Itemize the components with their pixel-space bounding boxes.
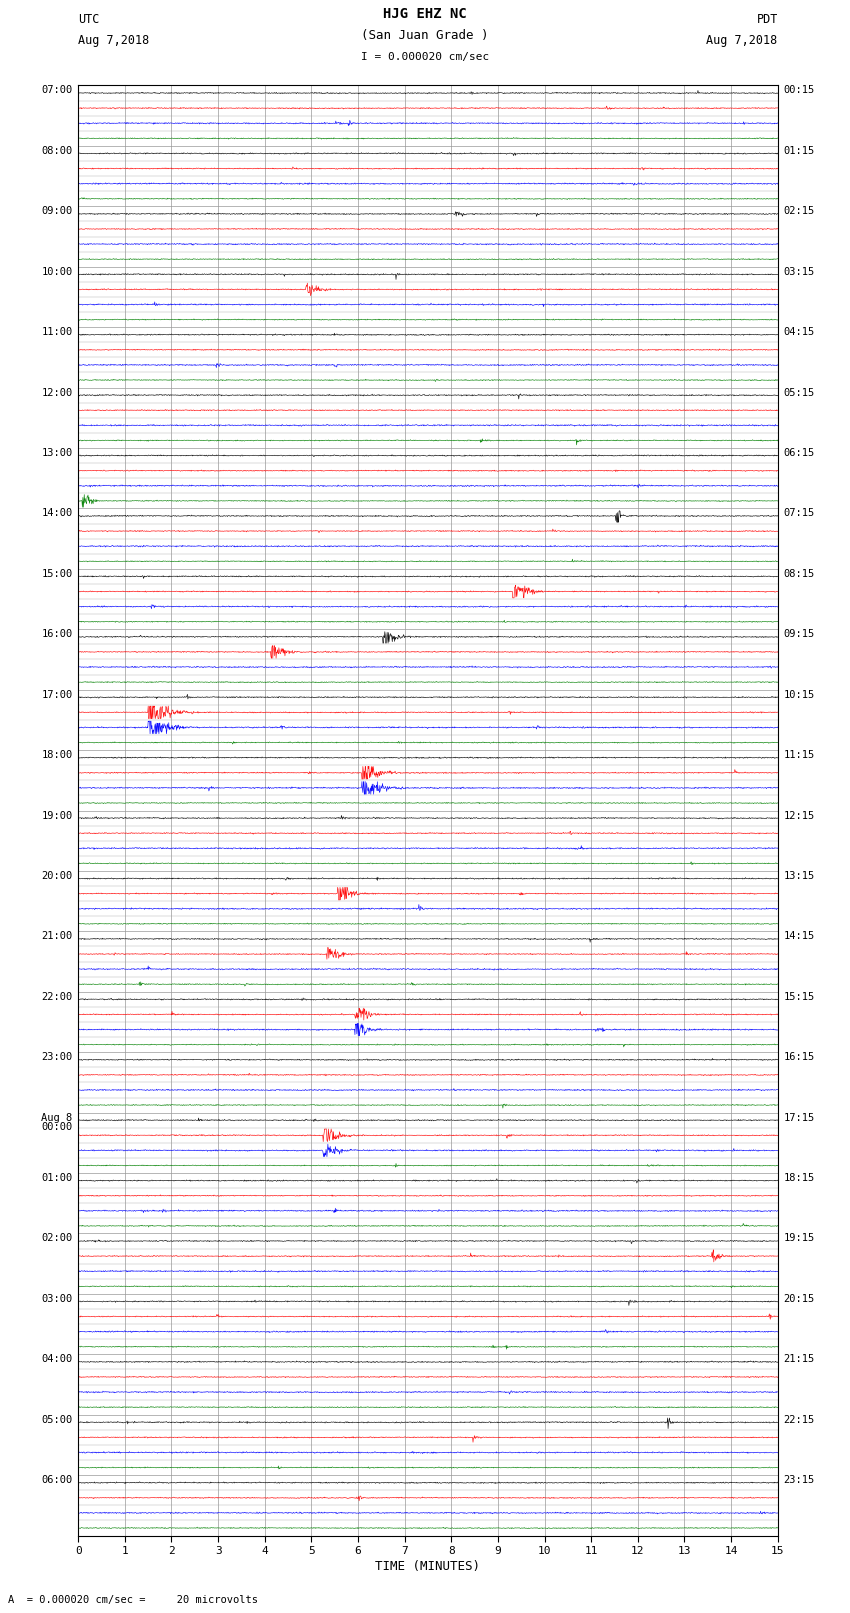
Text: 05:15: 05:15 xyxy=(784,387,814,397)
Text: 07:15: 07:15 xyxy=(784,508,814,518)
Text: 15:00: 15:00 xyxy=(42,569,72,579)
Text: 01:00: 01:00 xyxy=(42,1173,72,1182)
Text: 00:15: 00:15 xyxy=(784,85,814,95)
Text: (San Juan Grade ): (San Juan Grade ) xyxy=(361,29,489,42)
Text: 10:15: 10:15 xyxy=(784,690,814,700)
Text: 18:15: 18:15 xyxy=(784,1173,814,1182)
Text: 11:00: 11:00 xyxy=(42,327,72,337)
Text: 22:15: 22:15 xyxy=(784,1415,814,1424)
Text: 10:00: 10:00 xyxy=(42,266,72,277)
Text: 05:00: 05:00 xyxy=(42,1415,72,1424)
Text: 14:00: 14:00 xyxy=(42,508,72,518)
Text: 19:00: 19:00 xyxy=(42,811,72,821)
Text: 20:15: 20:15 xyxy=(784,1294,814,1303)
Text: 21:15: 21:15 xyxy=(784,1355,814,1365)
Text: 12:15: 12:15 xyxy=(784,811,814,821)
Text: 02:15: 02:15 xyxy=(784,206,814,216)
Text: 18:00: 18:00 xyxy=(42,750,72,760)
Text: 04:15: 04:15 xyxy=(784,327,814,337)
Text: 14:15: 14:15 xyxy=(784,931,814,942)
Text: Aug 8
00:00: Aug 8 00:00 xyxy=(42,1113,72,1132)
Text: 01:15: 01:15 xyxy=(784,145,814,156)
Text: HJG EHZ NC: HJG EHZ NC xyxy=(383,6,467,21)
Text: 09:15: 09:15 xyxy=(784,629,814,639)
Text: 08:15: 08:15 xyxy=(784,569,814,579)
Text: 09:00: 09:00 xyxy=(42,206,72,216)
Text: 23:15: 23:15 xyxy=(784,1476,814,1486)
Text: Aug 7,2018: Aug 7,2018 xyxy=(78,34,150,47)
Text: Aug 7,2018: Aug 7,2018 xyxy=(706,34,778,47)
Text: PDT: PDT xyxy=(756,13,778,26)
Text: 20:00: 20:00 xyxy=(42,871,72,881)
Text: 17:15: 17:15 xyxy=(784,1113,814,1123)
Text: 13:00: 13:00 xyxy=(42,448,72,458)
Text: 12:00: 12:00 xyxy=(42,387,72,397)
Text: 17:00: 17:00 xyxy=(42,690,72,700)
Text: I = 0.000020 cm/sec: I = 0.000020 cm/sec xyxy=(361,52,489,61)
Text: 08:00: 08:00 xyxy=(42,145,72,156)
Text: 15:15: 15:15 xyxy=(784,992,814,1002)
Text: 03:15: 03:15 xyxy=(784,266,814,277)
X-axis label: TIME (MINUTES): TIME (MINUTES) xyxy=(376,1560,480,1573)
Text: 07:00: 07:00 xyxy=(42,85,72,95)
Text: 06:15: 06:15 xyxy=(784,448,814,458)
Text: A  = 0.000020 cm/sec =     20 microvolts: A = 0.000020 cm/sec = 20 microvolts xyxy=(8,1595,258,1605)
Text: 23:00: 23:00 xyxy=(42,1052,72,1063)
Text: 21:00: 21:00 xyxy=(42,931,72,942)
Text: 06:00: 06:00 xyxy=(42,1476,72,1486)
Text: 02:00: 02:00 xyxy=(42,1234,72,1244)
Text: 13:15: 13:15 xyxy=(784,871,814,881)
Text: 22:00: 22:00 xyxy=(42,992,72,1002)
Text: 19:15: 19:15 xyxy=(784,1234,814,1244)
Text: 16:15: 16:15 xyxy=(784,1052,814,1063)
Text: UTC: UTC xyxy=(78,13,99,26)
Text: 04:00: 04:00 xyxy=(42,1355,72,1365)
Text: 03:00: 03:00 xyxy=(42,1294,72,1303)
Text: 16:00: 16:00 xyxy=(42,629,72,639)
Text: 11:15: 11:15 xyxy=(784,750,814,760)
